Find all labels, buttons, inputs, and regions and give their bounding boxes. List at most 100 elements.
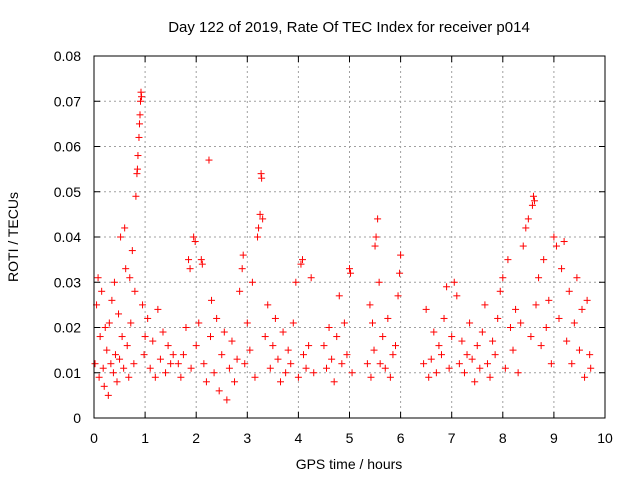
- data-point: [271, 314, 279, 322]
- data-point: [205, 156, 213, 164]
- data-point: [524, 215, 532, 223]
- data-point: [195, 319, 203, 327]
- data-point: [264, 301, 272, 309]
- data-point: [535, 274, 543, 282]
- data-point: [375, 278, 383, 286]
- data-point: [146, 364, 154, 372]
- data-point: [292, 278, 300, 286]
- data-point: [450, 278, 458, 286]
- data-point: [162, 369, 170, 377]
- x-tick-label: 10: [597, 430, 613, 446]
- data-point: [389, 351, 397, 359]
- data-point: [116, 355, 124, 363]
- data-point: [182, 324, 190, 331]
- data-point: [443, 283, 451, 291]
- data-point: [325, 324, 333, 331]
- data-point: [310, 369, 318, 377]
- data-point: [396, 269, 404, 277]
- x-tick-label: 0: [90, 430, 98, 446]
- data-point: [458, 337, 466, 345]
- x-tick-label: 2: [192, 430, 200, 446]
- data-point: [109, 369, 117, 377]
- data-point: [529, 192, 537, 200]
- data-point: [335, 292, 343, 300]
- x-tick-labels: 0 1 2 3 4 5 6 7 8 9 10: [90, 430, 613, 446]
- data-point: [284, 346, 292, 354]
- data-point: [241, 360, 249, 368]
- data-point: [282, 369, 290, 377]
- y-tick-label: 0.01: [54, 365, 81, 381]
- data-point: [233, 355, 241, 363]
- data-point: [386, 373, 394, 381]
- data-point: [133, 170, 141, 178]
- data-point: [208, 296, 216, 304]
- data-point: [228, 337, 236, 345]
- data-point: [483, 360, 491, 368]
- data-point: [397, 251, 405, 259]
- data-point: [294, 373, 302, 381]
- data-point: [123, 342, 131, 350]
- data-point: [274, 355, 282, 363]
- data-point: [141, 333, 149, 341]
- data-point: [231, 378, 239, 386]
- data-point: [289, 319, 297, 327]
- data-point: [223, 396, 231, 404]
- data-point: [568, 360, 576, 368]
- data-point: [167, 360, 175, 368]
- data-point: [583, 296, 591, 304]
- data-point: [560, 238, 568, 246]
- x-tick-label: 1: [141, 430, 149, 446]
- data-point: [473, 342, 481, 350]
- data-point: [255, 224, 263, 232]
- data-point: [468, 355, 476, 363]
- data-point: [94, 274, 102, 282]
- data-point: [542, 324, 550, 331]
- data-point: [236, 287, 244, 295]
- x-tick-label: 3: [243, 430, 251, 446]
- data-point: [105, 319, 113, 327]
- data-point: [154, 305, 162, 313]
- data-point: [432, 369, 440, 377]
- data-point: [198, 260, 206, 268]
- data-point: [190, 233, 198, 241]
- data-point: [104, 391, 112, 399]
- data-point: [207, 333, 215, 341]
- data-point: [118, 333, 126, 341]
- data-point: [501, 364, 509, 372]
- data-point: [305, 342, 313, 350]
- data-point: [238, 265, 246, 273]
- data-point: [256, 210, 264, 218]
- data-point: [144, 314, 152, 322]
- data-point: [437, 351, 445, 359]
- y-tick-label: 0: [73, 410, 81, 426]
- data-point: [186, 265, 194, 273]
- data-point: [547, 360, 555, 368]
- data-point: [159, 328, 167, 336]
- x-tick-label: 5: [346, 430, 354, 446]
- data-point: [391, 342, 399, 350]
- data-point: [258, 174, 266, 182]
- data-point: [138, 93, 146, 101]
- data-point: [367, 373, 375, 381]
- data-point: [455, 360, 463, 368]
- data-point: [164, 342, 172, 350]
- data-point: [440, 314, 448, 322]
- data-point: [463, 351, 471, 359]
- data-point: [215, 387, 223, 395]
- data-point: [570, 319, 578, 327]
- y-axis-label: ROTI / TECUs: [5, 192, 21, 282]
- data-point: [191, 238, 199, 246]
- data-points: [91, 88, 595, 404]
- data-point: [379, 333, 387, 341]
- data-point: [149, 337, 157, 345]
- data-point: [200, 360, 208, 368]
- data-point: [218, 351, 226, 359]
- data-point: [266, 364, 274, 372]
- data-point: [99, 364, 107, 372]
- data-point: [134, 152, 142, 160]
- data-point: [125, 373, 133, 381]
- data-point: [121, 224, 129, 232]
- y-tick-label: 0.06: [54, 139, 81, 155]
- data-point: [506, 324, 514, 331]
- data-point: [117, 233, 125, 241]
